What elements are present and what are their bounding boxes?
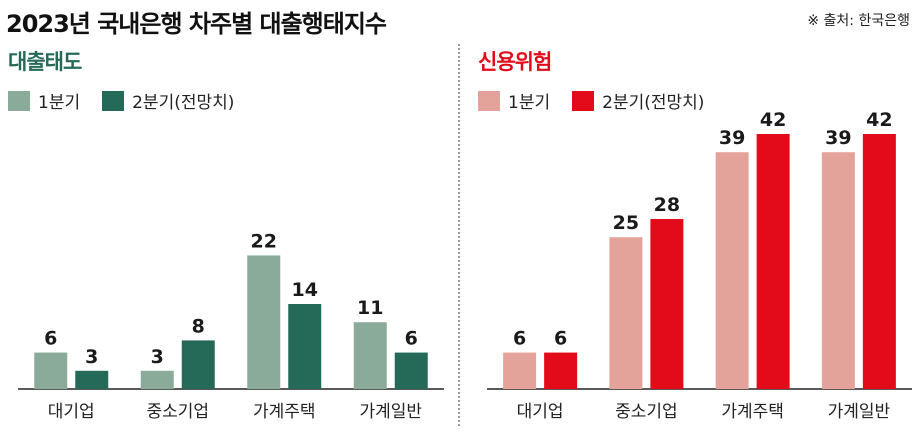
loan-category-label: 가계일반 — [359, 402, 422, 422]
risk-value-label: 42 — [866, 109, 892, 131]
loan-value-label: 22 — [251, 230, 277, 252]
risk-value-label: 39 — [719, 127, 745, 149]
legend-swatch-q1 — [478, 90, 500, 111]
loan-bar-q2 — [288, 304, 322, 389]
loan-bar-q2 — [75, 370, 109, 389]
legend-item-q2: 2분기(전망치) — [102, 88, 234, 113]
legend-item-q1: 1분기 — [8, 88, 80, 113]
risk-bar-q1 — [503, 352, 537, 389]
risk-value-label: 25 — [613, 212, 639, 234]
loan-attitude-title: 대출태도 — [8, 50, 82, 74]
legend-label-q2: 2분기(전망치) — [132, 93, 235, 113]
loan-value-label: 6 — [44, 328, 57, 350]
legend-swatch-q1 — [8, 90, 30, 111]
risk-category-label: 대기업 — [517, 402, 564, 422]
source-note: ※ 출처: 한국은행 — [807, 13, 910, 29]
loan-value-label: 3 — [85, 346, 98, 368]
risk-bar-q2 — [544, 352, 578, 389]
loan-value-label: 3 — [151, 346, 164, 368]
legend-label-q1: 1분기 — [38, 93, 81, 113]
legend-item-q2: 2분기(전망치) — [572, 88, 704, 113]
risk-category-label: 가계주택 — [721, 402, 784, 422]
loan-category-label: 가계주택 — [253, 402, 316, 422]
loan-category-label: 중소기업 — [146, 402, 209, 422]
loan-bar-q2 — [394, 352, 428, 389]
loan-value-label: 8 — [192, 315, 205, 337]
risk-category-label: 가계일반 — [828, 402, 891, 422]
credit-risk-title: 신용위험 — [478, 50, 552, 74]
loan-bar-q1 — [247, 255, 281, 389]
loan-bar-q1 — [140, 370, 174, 389]
risk-bar-q1 — [715, 152, 749, 389]
loan-bar-q2 — [181, 340, 215, 389]
loan-attitude-legend: 1분기 2분기(전망치) — [8, 88, 256, 113]
credit-risk-legend: 1분기 2분기(전망치) — [478, 88, 726, 113]
loan-bar-q1 — [34, 352, 68, 389]
legend-label-q2: 2분기(전망치) — [602, 93, 705, 113]
risk-value-label: 6 — [554, 328, 567, 350]
loan-value-label: 11 — [357, 297, 383, 319]
legend-label-q1: 1분기 — [508, 93, 551, 113]
risk-bar-q2 — [756, 134, 790, 389]
risk-value-label: 42 — [760, 109, 786, 131]
risk-bar-q2 — [650, 219, 684, 389]
panel-divider — [458, 44, 460, 426]
risk-value-label: 6 — [513, 328, 526, 350]
loan-value-label: 6 — [405, 328, 418, 350]
loan-bar-q1 — [353, 322, 387, 389]
risk-category-label: 중소기업 — [615, 402, 678, 422]
risk-bar-q2 — [862, 134, 896, 389]
risk-bar-q1 — [821, 152, 855, 389]
legend-swatch-q2 — [572, 90, 595, 111]
risk-bar-q1 — [609, 237, 643, 389]
loan-category-label: 대기업 — [48, 402, 95, 422]
risk-value-label: 28 — [654, 194, 680, 216]
loan-value-label: 14 — [292, 279, 318, 301]
legend-item-q1: 1분기 — [478, 88, 550, 113]
page-title: 2023년 국내은행 차주별 대출행태지수 — [6, 10, 387, 38]
risk-value-label: 39 — [825, 127, 851, 149]
legend-swatch-q2 — [102, 90, 125, 111]
